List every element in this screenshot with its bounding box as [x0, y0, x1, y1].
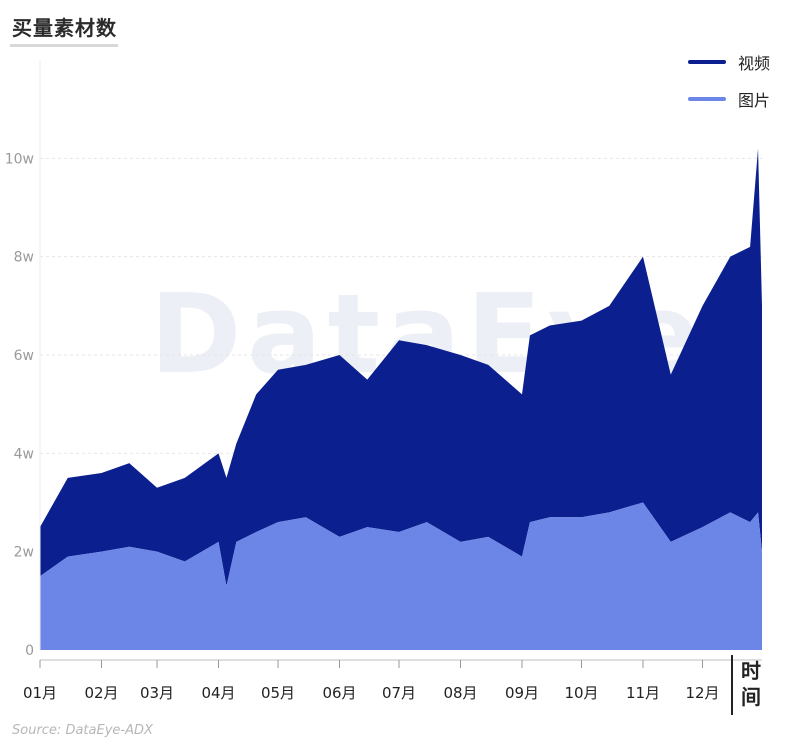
- y-tick-label: 0: [25, 643, 34, 659]
- x-tick-label: 06月: [322, 684, 356, 702]
- source-note: Source: DataEye-ADX: [12, 723, 153, 738]
- title-underline: [10, 44, 118, 47]
- x-tick-label: 04月: [201, 684, 235, 702]
- x-tick-label: 01月: [23, 684, 57, 702]
- y-tick-label: 2w: [14, 545, 34, 561]
- legend-swatch-video: [687, 60, 726, 64]
- y-tick-label: 10w: [5, 151, 34, 167]
- legend-label-image: 图片: [737, 91, 770, 110]
- x-tick-label: 03月: [140, 684, 174, 702]
- x-tick-label: 10月: [564, 684, 598, 702]
- legend-label-video: 视频: [737, 54, 770, 73]
- x-tick-label: 02月: [84, 684, 118, 702]
- legend-item-image: 图片: [687, 87, 770, 111]
- series-area-image: [40, 502, 762, 650]
- y-tick-label: 4w: [14, 446, 34, 462]
- chart-title: 买量素材数: [12, 16, 117, 40]
- x-tick-label: 05月: [261, 684, 295, 702]
- axes: 01月 02月 03月 04月 05月 06月 07月 08月 09月 10月 11月 12月: [23, 60, 762, 702]
- legend-swatch-image: [687, 97, 726, 101]
- x-tick-label: 08月: [443, 684, 477, 702]
- y-tick-label: 8w: [14, 250, 34, 266]
- x-tick-label: 12月: [685, 684, 719, 702]
- series-area-video: [40, 148, 762, 587]
- x-axis-name-divider: [731, 655, 733, 715]
- x-tick-label: 09月: [505, 684, 539, 702]
- y-tick-label: 6w: [14, 348, 34, 364]
- x-tick-label: 07月: [382, 684, 416, 702]
- legend-item-video: 视频: [687, 50, 770, 74]
- x-tick-label: 11月: [626, 684, 660, 702]
- x-axis-label: 时间: [741, 659, 761, 709]
